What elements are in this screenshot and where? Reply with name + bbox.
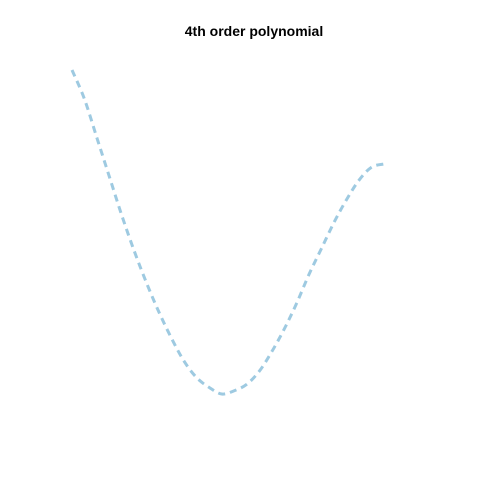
series-layer [70, 69, 385, 396]
chart-title: 4th order polynomial [185, 23, 323, 39]
polynomial-curve [70, 69, 385, 396]
series-0 [70, 69, 385, 396]
